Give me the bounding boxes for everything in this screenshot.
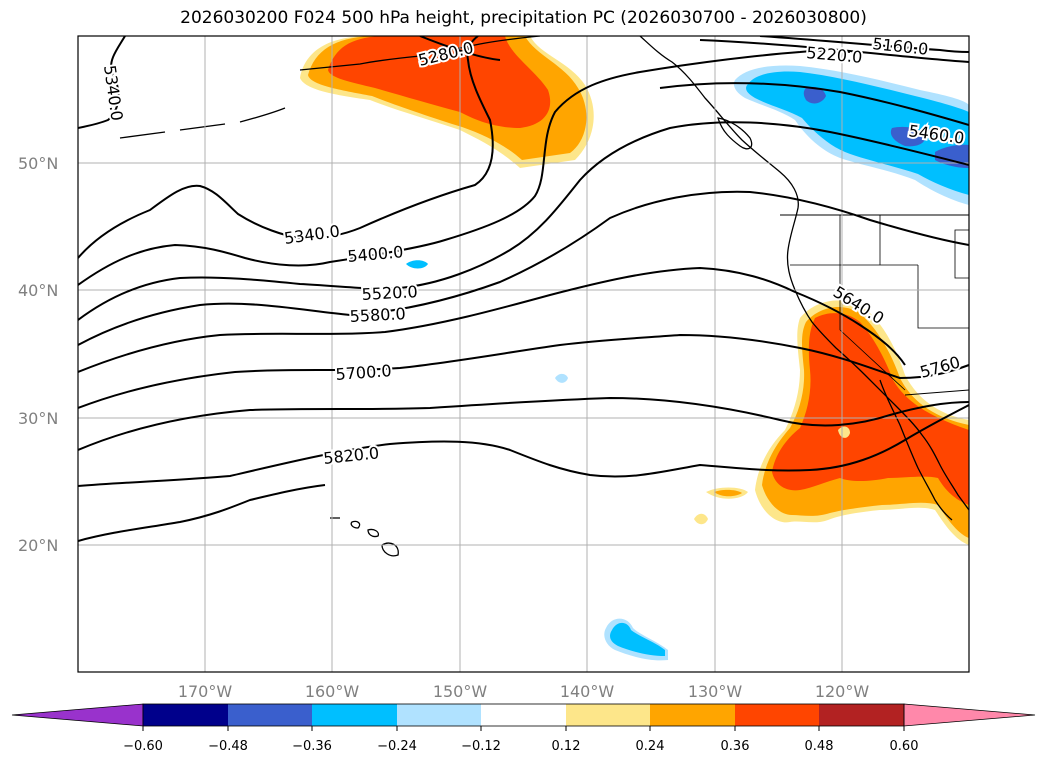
contour-5640 — [78, 266, 906, 373]
contour-label-5460: 5460.0 — [907, 121, 965, 148]
colorbar-tick-label: −0.36 — [292, 739, 332, 754]
precip-fill-cell-negative-1 — [406, 260, 428, 269]
lon-label-140w: 140°W — [560, 682, 615, 701]
colorbar-segment — [143, 704, 228, 726]
colorbar-ticks — [142, 726, 905, 731]
precip-fill-cell-positive-2 — [694, 513, 708, 525]
precip-fill-cell-negative-3-mid — [610, 622, 665, 656]
state-borders — [790, 215, 969, 391]
contour-5400 — [78, 49, 851, 286]
colorbar-tick-label: −0.60 — [123, 739, 163, 754]
coastline-alaska-peninsula — [299, 36, 541, 71]
contour-5340-main — [78, 36, 494, 259]
lon-label-130w: 130°W — [688, 682, 743, 701]
contour-5580 — [78, 190, 969, 346]
coastline-aleutians — [119, 107, 286, 139]
precip-fill-california-strong — [772, 313, 969, 505]
coastline-vancouver-island — [717, 117, 753, 150]
lat-label-40n: 40°N — [18, 281, 58, 300]
precip-fill-california-yellow-island — [838, 426, 850, 438]
precip-fill-cell-positive-1-mid — [714, 489, 742, 497]
colorbar-segment — [735, 704, 819, 726]
contour-5520 — [78, 121, 969, 321]
contour-5820 — [78, 404, 969, 487]
contour-label-5700: 5700.0 — [335, 361, 392, 384]
precip-fill-canada-strong-1 — [890, 126, 926, 147]
lon-label-170w: 170°W — [178, 682, 233, 701]
colorbar-segment — [650, 704, 735, 726]
contour-label-5580: 5580.0 — [349, 304, 406, 326]
colorbar-tick-label: −0.12 — [461, 739, 501, 754]
colorbar-tick-label: 0.12 — [552, 739, 581, 754]
coastline-baja — [879, 379, 953, 521]
gridlines — [78, 36, 969, 672]
lat-label-20n: 20°N — [18, 536, 58, 555]
colorbar-frame — [142, 703, 905, 727]
precip-fill-canada-mid — [746, 71, 969, 195]
colorbar-tick-label: 0.36 — [721, 739, 750, 754]
colorbar-tick-label: 0.48 — [805, 739, 834, 754]
lon-label-160w: 160°W — [305, 682, 360, 701]
contour-label-5520: 5520.0 — [361, 282, 418, 304]
colorbar-segment — [481, 704, 566, 726]
contour-5460-east — [659, 82, 969, 126]
contour-5160 — [759, 36, 969, 53]
colorbar-extend-high — [903, 703, 1036, 727]
colorbar-segment — [819, 704, 904, 726]
colorbar-extend-low — [11, 703, 144, 727]
colorbar-segment — [397, 704, 481, 726]
colorbar-segment — [228, 704, 312, 726]
colorbar-segment — [566, 704, 650, 726]
contour-5760 — [78, 396, 969, 451]
colorbar-tick-label: 0.60 — [890, 739, 919, 754]
coastline-hawaii — [330, 517, 399, 557]
contour-5880 — [78, 484, 326, 542]
height-contours — [78, 36, 969, 542]
contour-5280 — [419, 36, 501, 61]
lat-label-50n: 50°N — [18, 154, 58, 173]
lon-label-150w: 150°W — [433, 682, 488, 701]
colorbar-tick-label: −0.24 — [377, 739, 417, 754]
latitude-labels: 50°N 40°N 30°N 20°N — [18, 154, 58, 555]
map-title: 2026030200 F024 500 hPa height, precipit… — [180, 8, 867, 28]
border-us-mexico — [904, 389, 969, 396]
precip-fill-cell-negative-2 — [555, 373, 568, 383]
colorbar-tick-label: 0.24 — [636, 739, 665, 754]
lat-label-30n: 30°N — [18, 409, 58, 428]
contour-5340-west — [78, 36, 126, 129]
colorbar: −0.60 −0.48 −0.36 −0.24 −0.12 0.12 0.24 … — [11, 703, 1036, 754]
colorbar-segment — [312, 704, 397, 726]
contour-5700 — [78, 333, 969, 409]
precip-fill-canada-strong-3 — [803, 86, 826, 104]
contour-5220 — [699, 39, 969, 63]
longitude-labels: 170°W 160°W 150°W 140°W 130°W 120°W — [178, 682, 870, 701]
lon-label-120w: 120°W — [815, 682, 870, 701]
colorbar-tick-label: −0.48 — [208, 739, 248, 754]
map-frame — [77, 35, 970, 673]
